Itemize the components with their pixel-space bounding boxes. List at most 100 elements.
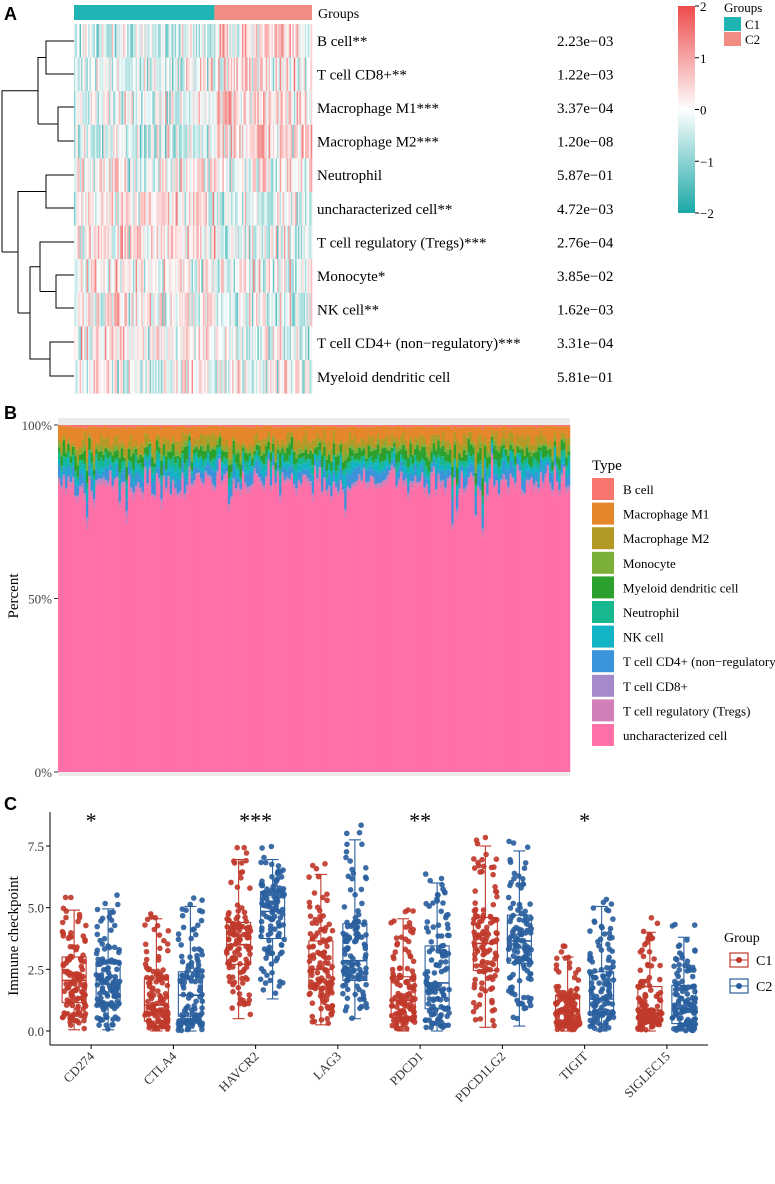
heat-cell — [233, 24, 236, 58]
stacked-bar — [76, 425, 80, 772]
stacked-segment — [167, 439, 170, 450]
heat-cell — [225, 225, 227, 260]
heat-cell — [235, 360, 237, 394]
stacked-segment — [183, 493, 187, 495]
stacked-segment — [386, 435, 389, 447]
heat-cell — [292, 360, 295, 394]
heat-cell — [177, 360, 180, 394]
stacked-bar — [528, 425, 531, 772]
stacked-segment — [323, 456, 326, 462]
heat-cell — [86, 158, 89, 192]
heat-cell — [272, 158, 275, 192]
stacked-segment — [444, 489, 447, 495]
stacked-segment — [300, 425, 303, 427]
heat-cell — [103, 326, 106, 360]
heat-cell — [74, 259, 76, 293]
stacked-segment — [279, 468, 282, 477]
heat-cell — [232, 57, 234, 92]
stacked-segment — [379, 473, 382, 484]
heat-cell — [226, 57, 229, 92]
heat-cell — [116, 24, 118, 58]
stacked-segment — [195, 474, 198, 478]
stacked-segment — [539, 450, 543, 458]
stacked-segment — [311, 453, 315, 466]
stacked-bars — [58, 425, 571, 772]
heat-cell — [305, 326, 307, 360]
stacked-segment — [295, 462, 298, 471]
heat-cell — [151, 292, 153, 327]
heat-cell — [282, 124, 285, 159]
heat-cell — [222, 91, 225, 125]
heat-cell — [116, 124, 118, 159]
stacked-segment — [218, 458, 222, 462]
heat-cell — [88, 192, 90, 226]
heat-cell — [97, 259, 100, 293]
heat-cell — [285, 124, 288, 159]
stacked-segment — [402, 425, 406, 428]
stacked-segment — [134, 487, 138, 494]
heat-cell — [165, 326, 167, 360]
stacked-segment — [197, 439, 201, 448]
heat-cell — [160, 259, 163, 293]
stacked-segment — [458, 442, 461, 452]
stacked-segment — [341, 425, 345, 428]
stacked-segment — [376, 454, 380, 462]
heat-cell — [163, 158, 166, 192]
heat-cell — [298, 57, 300, 92]
stacked-segment — [241, 425, 245, 428]
stacked-bar — [481, 425, 485, 772]
stacked-segment — [172, 481, 175, 488]
stacked-segment — [455, 439, 459, 461]
stacked-segment — [537, 425, 540, 428]
stacked-segment — [379, 483, 382, 485]
stacked-segment — [486, 457, 489, 469]
boxplot-y-tick-label: 5.0 — [28, 901, 44, 916]
heat-cell — [145, 124, 148, 159]
stacked-segment — [88, 435, 91, 438]
stacked-segment — [67, 481, 70, 772]
stacked-segment — [239, 480, 243, 483]
stacked-bar — [365, 425, 368, 772]
heat-cell — [174, 326, 177, 360]
stacked-segment — [516, 434, 520, 446]
heat-cell — [261, 24, 264, 58]
heat-cell — [295, 24, 297, 58]
stacked-segment — [155, 434, 159, 439]
stacked-segment — [197, 425, 201, 426]
stacked-segment — [81, 464, 84, 475]
heat-cell — [181, 360, 184, 394]
heat-cell — [144, 292, 146, 327]
heat-cell — [146, 57, 149, 92]
stacked-segment — [453, 440, 457, 445]
stacked-segment — [116, 462, 119, 466]
heat-cell — [274, 158, 276, 192]
stacked-segment — [404, 439, 408, 448]
stacked-bar — [230, 425, 233, 772]
stacked-segment — [325, 426, 329, 444]
stacked-segment — [472, 454, 475, 463]
heat-cell — [79, 292, 82, 327]
stacked-segment — [507, 427, 510, 434]
heat-cell — [251, 57, 254, 92]
stacked-segment — [490, 453, 494, 457]
stacked-segment — [565, 465, 568, 470]
heat-cell — [292, 225, 295, 260]
heat-cell — [88, 225, 90, 260]
stacked-segment — [465, 466, 468, 475]
heat-cell — [263, 91, 265, 125]
heat-row-label: uncharacterized cell** — [317, 202, 452, 218]
heat-cell — [264, 192, 267, 226]
stacked-bar — [290, 425, 294, 772]
heat-cell — [254, 192, 257, 226]
stacked-segment — [153, 463, 156, 468]
heat-cell — [110, 124, 113, 159]
stacked-segment — [239, 490, 243, 496]
heat-cell — [209, 225, 212, 260]
stacked-segment — [409, 472, 412, 481]
heat-cell — [120, 292, 122, 327]
heat-cell — [194, 326, 197, 360]
heat-cell — [86, 292, 89, 327]
stacked-segment — [383, 462, 387, 472]
stacked-segment — [188, 426, 191, 432]
stacked-segment — [516, 454, 520, 459]
